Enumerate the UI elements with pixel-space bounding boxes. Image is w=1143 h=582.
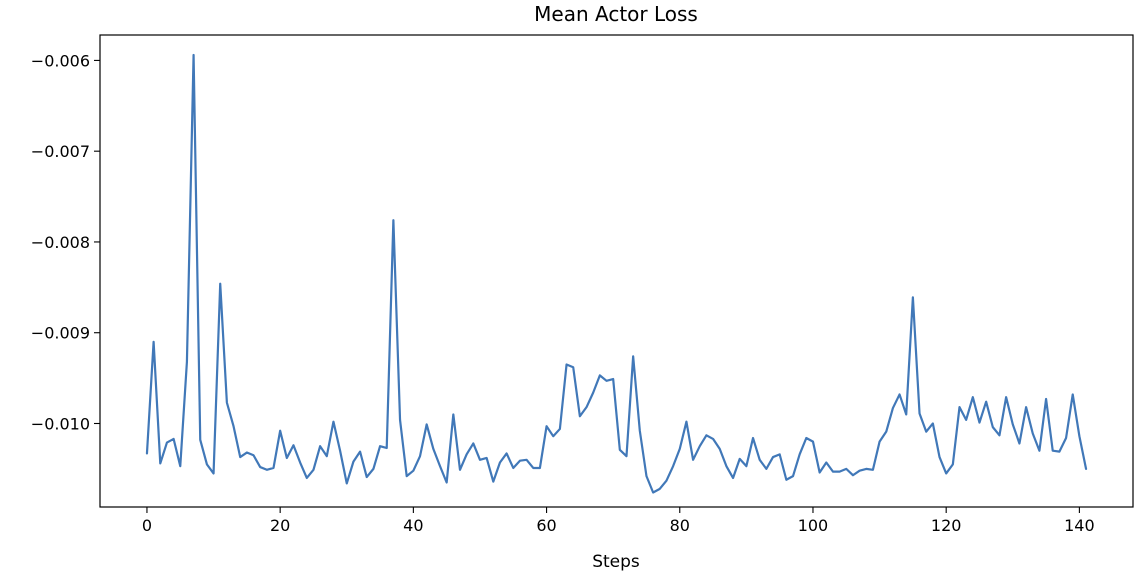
x-tick-label: 120: [931, 516, 962, 535]
x-tick-label: 20: [270, 516, 290, 535]
x-axis: 0 20 40 60 80 100 120 140: [142, 507, 1095, 535]
x-tick-label: 140: [1064, 516, 1095, 535]
y-tick-label: −0.007: [31, 142, 90, 161]
x-tick-label: 60: [536, 516, 556, 535]
y-tick-label: −0.006: [31, 51, 90, 70]
x-tick-label: 0: [142, 516, 152, 535]
x-axis-label: Steps: [592, 552, 640, 572]
chart-title: Mean Actor Loss: [534, 2, 698, 26]
x-tick-label: 100: [798, 516, 829, 535]
y-tick-label: −0.010: [31, 414, 90, 433]
x-tick-label: 80: [670, 516, 690, 535]
y-tick-label: −0.009: [31, 324, 90, 343]
x-tick-label: 40: [403, 516, 423, 535]
y-axis: −0.006 −0.007 −0.008 −0.009 −0.010: [31, 51, 100, 433]
series-line: [145, 53, 1088, 494]
y-tick-label: −0.008: [31, 233, 90, 252]
plot-frame: [99, 34, 1134, 508]
